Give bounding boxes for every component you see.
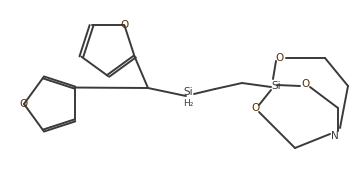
Text: O: O [301, 79, 309, 89]
Text: O: O [251, 103, 259, 113]
Text: Si: Si [183, 87, 193, 97]
Text: O: O [120, 20, 129, 30]
Text: O: O [276, 53, 284, 63]
Text: N: N [331, 131, 339, 141]
Text: Si: Si [271, 81, 281, 91]
Text: O: O [20, 99, 28, 109]
Text: H₂: H₂ [183, 99, 193, 108]
